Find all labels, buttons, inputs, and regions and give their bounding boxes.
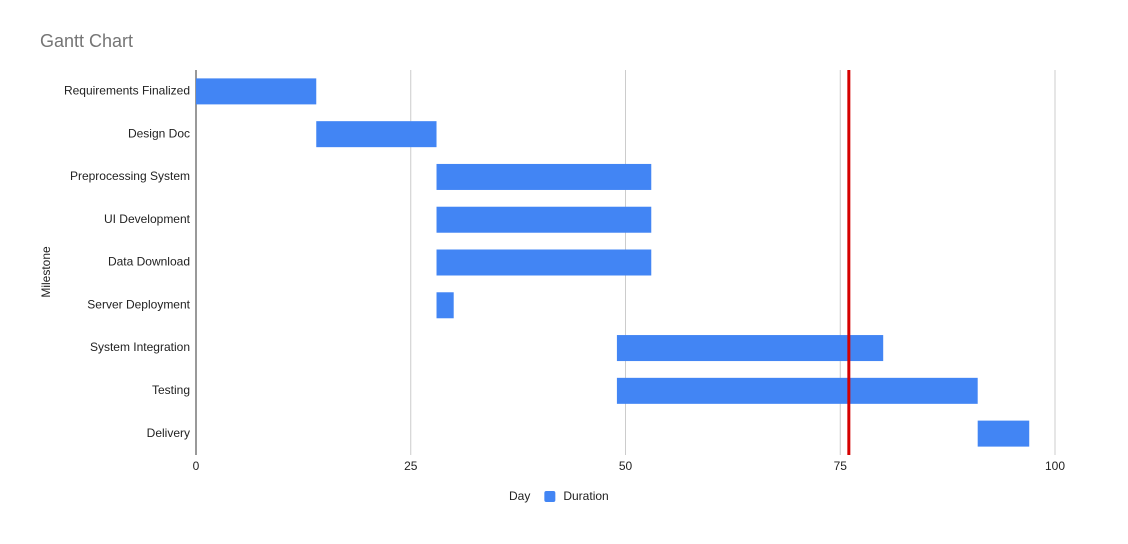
y-tick-label: Server Deployment [87, 297, 190, 311]
y-tick-label: Preprocessing System [70, 169, 190, 183]
y-tick-label: UI Development [104, 212, 191, 226]
legend-swatch [544, 491, 556, 502]
offset-bar [196, 421, 978, 447]
y-axis-label: Milestone [39, 246, 53, 298]
chart-title: Gantt Chart [40, 31, 133, 51]
offset-bar [196, 250, 437, 276]
legend-label: Duration [563, 489, 608, 503]
y-tick-label: Design Doc [128, 126, 190, 140]
bar [196, 78, 317, 105]
y-tick-label: Delivery [147, 426, 190, 440]
bar [616, 377, 978, 404]
offset-bar [196, 121, 316, 147]
x-tick-label: 50 [619, 459, 633, 473]
x-tick-label: 0 [193, 459, 200, 473]
offset-bar [196, 164, 437, 190]
bar [977, 420, 1030, 447]
bar [436, 249, 652, 276]
offset-bar [196, 292, 437, 318]
bar [436, 292, 454, 319]
offset-bar [196, 378, 617, 404]
y-tick-label: Data Download [108, 255, 190, 269]
offset-bar [196, 335, 617, 361]
x-tick-label: 75 [834, 459, 848, 473]
x-tick-label: 25 [404, 459, 418, 473]
legend-label: Day [509, 489, 530, 503]
bar [436, 163, 652, 190]
bar [436, 206, 652, 233]
y-tick-label: Testing [152, 383, 190, 397]
offset-bar [196, 207, 437, 233]
x-tick-label: 100 [1045, 459, 1065, 473]
bar [316, 121, 437, 148]
bar [616, 335, 884, 362]
y-tick-label: System Integration [90, 340, 190, 354]
y-tick-label: Requirements Finalized [64, 84, 190, 98]
